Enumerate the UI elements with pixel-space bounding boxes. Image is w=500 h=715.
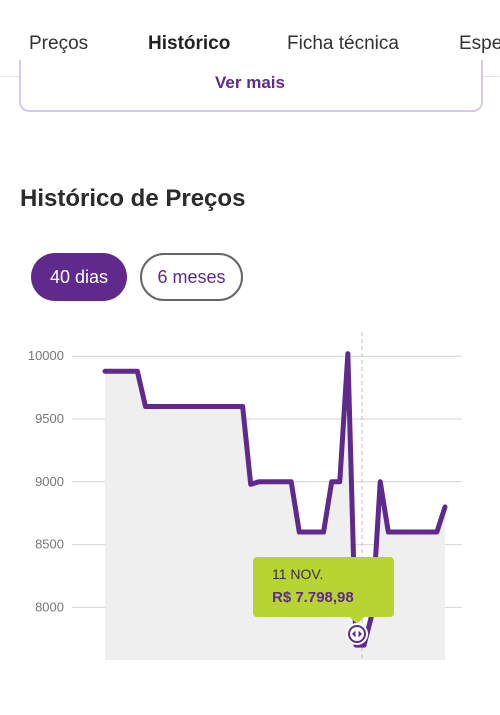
drag-handle-icon[interactable] [346,623,368,645]
price-line [102,351,448,648]
tooltip-price: R$ 7.798,98 [272,589,354,606]
offers-card [19,60,483,112]
y-tick-label: 9000 [35,474,64,489]
period-6-meses-button[interactable]: 6 meses [140,253,243,301]
ver-mais-link[interactable]: Ver mais [215,73,285,92]
chart-area [105,353,445,660]
tab-precos[interactable]: Preços [29,33,89,54]
price-tooltip: 11 NOV. R$ 7.798,98 [253,557,394,617]
tooltip-pointer [349,616,365,624]
y-tick-label: 9500 [35,411,64,426]
tab-ficha-tecnica[interactable]: Ficha técnica [287,33,399,54]
section-title: Histórico de Preços [20,185,246,212]
y-tick-label: 10000 [28,348,64,363]
period-40-dias-button[interactable]: 40 dias [31,253,127,301]
y-tick-label: 8500 [35,537,64,552]
handle-arrows-icon [350,627,364,641]
price-history-chart[interactable]: 8000 8500 9000 9500 10000 [0,320,500,680]
tab-historico[interactable]: Histórico [148,33,231,54]
y-tick-label: 8000 [35,599,64,614]
tooltip-date: 11 NOV. [272,566,324,582]
tab-especificacoes[interactable]: Espe [459,33,500,54]
